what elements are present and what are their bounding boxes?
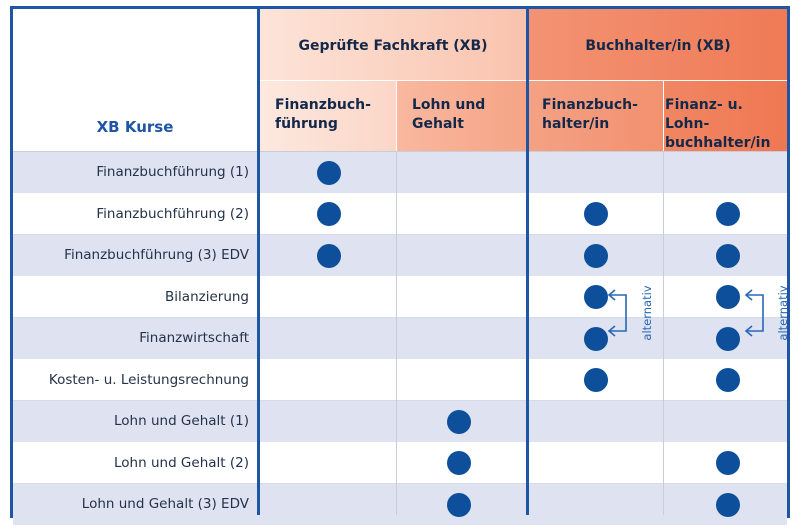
group-divider: [257, 9, 260, 515]
column-title-line: führung: [275, 116, 338, 132]
header-col-finanz-lohnbuchhalter: [664, 81, 787, 151]
mark-dot: [584, 202, 608, 227]
mark-dot: [716, 492, 740, 517]
column-title-line: halter/in: [542, 116, 610, 132]
group-title-buchhalter: Buchhalter/in (XB): [585, 38, 731, 54]
mark-dot: [317, 202, 341, 227]
row-label: Bilanzierung: [165, 288, 249, 305]
table-row: Finanzbuchführung (3) EDV: [13, 235, 787, 277]
alternativ-label: alternativ: [640, 285, 654, 341]
table-row: Lohn und Gehalt (3) EDV: [13, 484, 787, 526]
row-label: Lohn und Gehalt (2): [114, 454, 249, 471]
alternativ-arrow-icon: [744, 289, 764, 337]
column-title-line: Finanzbuch-: [542, 97, 638, 113]
table-row: Lohn und Gehalt (1): [13, 401, 787, 443]
mark-dot: [317, 243, 341, 268]
header-corner: [13, 9, 257, 151]
table-row: Bilanzierung: [13, 276, 787, 318]
row-label: Finanzbuchführung (2): [96, 205, 249, 222]
column-title-lohn-gehalt: Lohn und Gehalt: [412, 96, 485, 134]
header-col-divider: [663, 81, 664, 151]
mark-dot: [716, 451, 740, 476]
row-label: Finanzbuchführung (3) EDV: [64, 247, 249, 264]
table-row: Finanzbuchführung (2): [13, 193, 787, 235]
column-title-line: Lohn und: [412, 97, 486, 113]
row-label: Lohn und Gehalt (3) EDV: [81, 496, 249, 513]
mark-dot: [716, 202, 740, 227]
table-row: Lohn und Gehalt (2): [13, 442, 787, 484]
header-col-lohn-gehalt: [397, 81, 526, 151]
mark-dot: [716, 285, 740, 310]
mark-dot: [716, 243, 740, 268]
table-row: Kosten- u. Leistungsrechnung: [13, 359, 787, 401]
column-title-finanz-lohnbuchhalter: Finanz- u. Lohn- buchhalter/in: [665, 96, 787, 153]
table-row: Finanzbuchführung (1): [13, 152, 787, 194]
mark-dot: [584, 326, 608, 351]
column-title-line: buchhalter/in: [665, 135, 771, 151]
header-col-divider: [396, 81, 397, 151]
column-title-line: Finanzbuch-: [275, 97, 371, 113]
mark-dot: [716, 326, 740, 351]
header-group-buchhalter: [529, 9, 787, 80]
column-title-line: Gehalt: [412, 116, 464, 132]
alternativ-arrow-icon: [607, 289, 627, 337]
column-divider: [663, 152, 664, 515]
mark-dot: [584, 243, 608, 268]
column-title-line: Finanz- u. Lohn-: [665, 97, 743, 132]
header-bottom-line: [13, 151, 787, 152]
mark-dot: [447, 451, 471, 476]
mark-dot: [447, 492, 471, 517]
row-label: Kosten- u. Leistungsrechnung: [48, 371, 249, 388]
mark-dot: [317, 160, 341, 185]
mark-dot: [584, 368, 608, 393]
table-row: Finanzwirtschaft: [13, 318, 787, 360]
group-title-fachkraft: Geprüfte Fachkraft (XB): [298, 38, 488, 54]
course-matrix: XB Kurse Geprüfte Fachkraft (XB) Buchhal…: [10, 6, 790, 526]
column-title-finanzbuchhalter: Finanzbuch- halter/in: [542, 96, 638, 134]
row-label: Lohn und Gehalt (1): [114, 413, 249, 430]
group-divider: [526, 9, 529, 515]
column-title-finanzbuchfuehrung: Finanzbuch- führung: [275, 96, 371, 134]
corner-label: XB Kurse: [96, 118, 174, 136]
row-label: Finanzbuchführung (1): [96, 164, 249, 181]
header-col-finanzbuchfuehrung: [260, 81, 396, 151]
header-col-finanzbuchhalter: [529, 81, 663, 151]
column-divider: [396, 152, 397, 515]
header-group-fachkraft: [260, 9, 526, 80]
header-divider: [260, 80, 787, 81]
alternativ-label: alternativ: [776, 285, 790, 341]
mark-dot: [447, 409, 471, 434]
row-label: Finanzwirtschaft: [139, 330, 249, 347]
mark-dot: [584, 285, 608, 310]
mark-dot: [716, 368, 740, 393]
